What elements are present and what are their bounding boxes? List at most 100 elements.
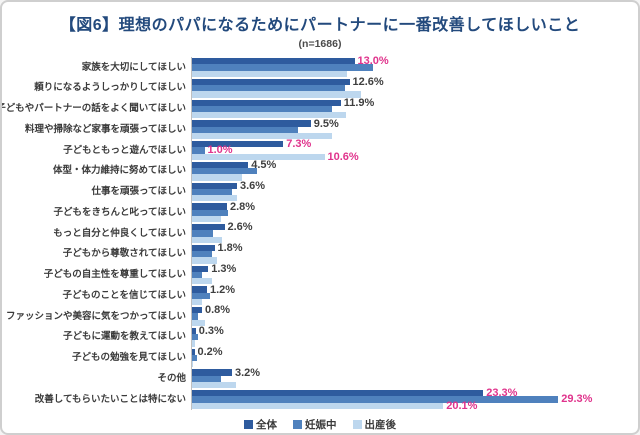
bar-group: 7.3% 1.0% 10.6% — [191, 138, 634, 162]
category-label: 子どもの勉強を見てほしい — [71, 352, 186, 364]
bar-line: 29.3% — [192, 393, 634, 406]
bar-zentai — [192, 120, 311, 127]
chart-row: 体型・体力維持に努めてほしい 4.5% — [8, 160, 634, 182]
category-label: 子どもに運動を教えてほしい — [62, 331, 186, 343]
bar-zentai — [192, 327, 196, 335]
bar-zentai — [192, 390, 484, 397]
bar-line — [192, 112, 634, 119]
bar-zentai — [192, 141, 284, 148]
bar-shussango — [192, 153, 325, 160]
bar-line: 9.5% — [192, 118, 634, 129]
legend-label: 出産後 — [364, 419, 397, 431]
legend-swatch-icon — [244, 420, 253, 429]
bar-line: 10.6% — [192, 151, 634, 162]
bar-line: 1.8% — [192, 242, 634, 255]
category-label: 頼りになるようしっかりしてほしい — [34, 82, 186, 94]
value-label: 1.8% — [217, 242, 243, 255]
bar-ninshinchu — [192, 209, 229, 216]
bar-zentai — [192, 161, 249, 169]
bar-line: 11.9% — [192, 96, 634, 109]
bar-zentai — [192, 286, 207, 293]
bar-line — [192, 209, 634, 216]
bar-ninshinchu — [192, 126, 299, 133]
bar-shussango — [192, 91, 361, 98]
chart-row: 子どもをきちんと叱ってほしい 2.8% — [8, 200, 634, 223]
bar-zentai — [192, 58, 355, 65]
chart-row: 子どもやパートナーの話をよく聞いてほしい 11.9% — [2, 96, 634, 120]
bar-group: 23.3% 29.3% 20.1% — [191, 387, 634, 412]
bar-line: 1.3% — [192, 263, 634, 274]
chart-row: ファッションや美容に気をつかってほしい 0.8% — [5, 304, 634, 327]
bar-line: 1.2% — [192, 284, 634, 295]
value-label: 0.2% — [197, 345, 223, 358]
bar-ninshinchu — [192, 292, 210, 299]
bar-shussango — [192, 257, 217, 264]
bar-line — [192, 105, 634, 113]
bar-ninshinchu — [192, 334, 199, 341]
bar-shussango — [192, 402, 444, 409]
bar-shussango — [192, 319, 205, 326]
chart-row: 子どもに運動を教えてほしい 0.3% — [8, 326, 634, 348]
bar-line — [192, 313, 634, 320]
bar-ninshinchu — [192, 64, 374, 71]
chart-row: 料理や掃除など家事を頑張ってほしい 9.5% — [8, 118, 634, 140]
category-label: 仕事を頑張ってほしい — [91, 186, 186, 198]
chart-row: 子どもともっと遊んでほしい 7.3% 1.0% 10.6% — [8, 138, 634, 162]
value-label: 0.8% — [205, 304, 231, 317]
bar-line: 2.8% — [192, 200, 634, 213]
bar-shussango — [192, 361, 194, 368]
bar-ninshinchu — [192, 147, 205, 154]
bar-line — [192, 257, 634, 264]
bar-line: 13.0% — [192, 56, 634, 67]
value-label: 20.1% — [446, 399, 478, 412]
bar-line — [192, 251, 634, 258]
bar-zentai — [192, 224, 225, 231]
legend-item-shussango: 出産後 — [352, 417, 397, 432]
bar-line — [192, 195, 634, 202]
plot-area: 家族を大切にしてほしい 13.0% 頼りになるようしっかりしてほしい 12.6% 子ども… — [2, 56, 634, 412]
legend-item-ninshinchu: 妊娠中 — [293, 417, 337, 432]
value-label: 3.6% — [240, 179, 266, 192]
category-label: 料理や掃除など家事を頑張ってほしい — [24, 123, 186, 135]
value-label: 2.6% — [227, 221, 253, 234]
bar-line — [192, 70, 634, 77]
bar-zentai — [192, 78, 350, 86]
bar-line: 1.0% — [192, 145, 634, 156]
bar-group: 9.5% — [191, 118, 634, 140]
legend-label: 妊娠中 — [305, 419, 337, 431]
chart-row: 改善してもらいたいことは特にない 23.3% 29.3% 20.1% — [8, 387, 634, 412]
value-label: 11.9% — [343, 96, 375, 109]
bar-line: 3.6% — [192, 179, 634, 192]
category-label: 子どもの自主性を尊重してほしい — [43, 269, 186, 281]
category-label: ファッションや美容に気をつかってほしい — [5, 310, 186, 322]
value-label: 29.3% — [561, 393, 593, 406]
chart-row: 頼りになるようしっかりしてほしい 12.6% — [8, 77, 634, 99]
bar-line — [192, 278, 634, 285]
bar-ninshinchu — [192, 251, 212, 258]
bar-group: 2.8% — [191, 200, 634, 223]
sample-size-label: (n=1686) — [298, 38, 342, 50]
legend-item-zentai: 全体 — [244, 417, 277, 432]
bar-group: 3.6% — [191, 179, 634, 203]
bar-ninshinchu — [192, 105, 332, 113]
bar-group: 3.2% — [191, 367, 634, 389]
bar-line — [192, 354, 634, 362]
category-label: 子どもから尊敬されてほしい — [62, 248, 186, 260]
bar-zentai — [192, 203, 227, 210]
bar-shussango — [192, 340, 195, 347]
bar-line: 20.1% — [192, 399, 634, 412]
bar-line: 12.6% — [192, 77, 634, 88]
bar-line: 7.3% — [192, 138, 634, 151]
value-label: 2.8% — [230, 200, 256, 213]
bar-line — [192, 215, 634, 222]
bar-group: 11.9% — [191, 96, 634, 120]
bar-shussango — [192, 236, 222, 243]
chart-row: 子どもから尊敬されてほしい 1.8% — [8, 242, 634, 265]
bar-zentai — [192, 182, 237, 189]
value-label: 7.3% — [286, 138, 312, 151]
bar-line: 23.3% — [192, 387, 634, 400]
bar-group: 1.8% — [191, 242, 634, 265]
bar-line: 3.2% — [192, 367, 634, 378]
value-label: 23.3% — [486, 387, 518, 400]
